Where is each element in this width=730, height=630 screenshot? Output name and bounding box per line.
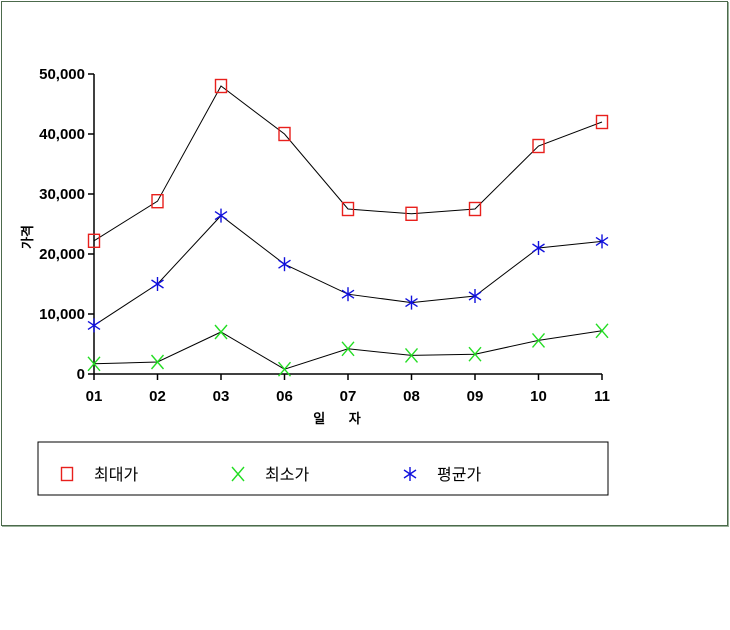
y-tick-label: 50,000 (39, 66, 85, 83)
legend-label: 평균가 (437, 465, 481, 484)
data-point (278, 257, 291, 272)
y-ticks: 0 10,000 20,000 30,000 40,000 50,000 (39, 66, 94, 383)
x-axis-label: 일 자 (313, 411, 371, 426)
data-point (531, 332, 546, 348)
x-tick-label: 07 (340, 388, 357, 405)
data-point (214, 208, 228, 223)
series-group (87, 78, 609, 377)
data-point (341, 341, 355, 357)
data-point (214, 78, 228, 94)
series-line (93, 214, 603, 326)
series-3 (87, 208, 609, 333)
x-tick-label: 06 (276, 388, 293, 405)
data-point (595, 323, 609, 339)
data-point (595, 234, 609, 249)
x-tick-label: 11 (594, 388, 610, 405)
data-point (214, 324, 228, 340)
legend-marker (60, 466, 74, 482)
legend: 최대가 최소가 평균가 (37, 441, 609, 496)
data-point (341, 287, 355, 302)
x-tick-label: 02 (149, 388, 166, 405)
data-point (405, 206, 418, 222)
data-point (87, 318, 101, 333)
data-point (404, 347, 419, 363)
data-point (151, 277, 164, 291)
data-point (87, 356, 101, 372)
data-point (341, 201, 355, 217)
data-point (405, 295, 418, 310)
line-chart: 0 10,000 20,000 30,000 40,000 50,000 01 02 03 06… (20, 66, 610, 496)
y-tick-label: 10,000 (39, 306, 85, 323)
data-point (87, 233, 101, 249)
data-point (151, 193, 164, 209)
x-tick-label: 09 (467, 388, 484, 405)
y-tick-label: 20,000 (39, 246, 85, 263)
y-tick-label: 40,000 (39, 126, 85, 143)
x-ticks: 01 02 03 06 07 08 09 10 11 (86, 374, 610, 405)
data-point (532, 241, 545, 255)
chart-frame: 0 10,000 20,000 30,000 40,000 50,000 01 02 03 06… (1, 1, 728, 526)
series-line (93, 330, 603, 370)
legend-marker (403, 467, 417, 481)
y-tick-label: 30,000 (39, 186, 85, 203)
series-line (93, 85, 603, 242)
legend-label: 최대가 (94, 465, 138, 484)
axes (93, 74, 602, 375)
data-point (468, 201, 482, 217)
legend-marker (231, 466, 245, 482)
x-tick-label: 08 (403, 388, 420, 405)
data-point (468, 346, 482, 362)
series-1 (87, 78, 609, 249)
y-tick-label: 0 (77, 366, 85, 383)
y-axis-label: 가격 (20, 225, 35, 249)
legend-box (37, 441, 609, 496)
series-2 (87, 323, 609, 377)
data-point (278, 126, 291, 142)
data-point (150, 354, 165, 370)
x-tick-label: 10 (530, 388, 547, 405)
x-tick-label: 03 (213, 388, 230, 405)
legend-label: 최소가 (265, 465, 309, 484)
data-point (595, 114, 609, 130)
data-point (532, 138, 545, 154)
x-tick-label: 01 (86, 388, 103, 405)
data-point (468, 289, 482, 303)
data-point (277, 361, 292, 377)
